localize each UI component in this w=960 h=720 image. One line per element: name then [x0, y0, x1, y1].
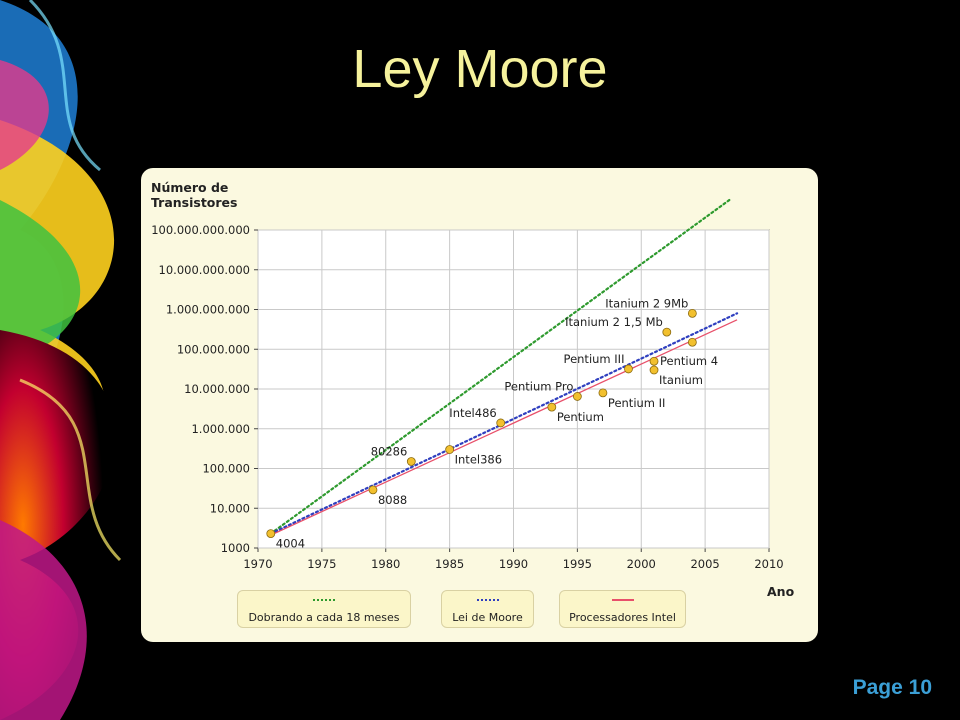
- processor-label: Pentium 4: [660, 354, 718, 368]
- legend-swatch-green: [313, 599, 335, 601]
- slide-title: Ley Moore: [352, 39, 608, 99]
- processor-point: [687, 337, 697, 347]
- processor-label: Pentium III: [564, 352, 625, 366]
- processor-label: Intel386: [455, 453, 502, 467]
- x-axis-title: Ano: [767, 584, 795, 599]
- y-tick-label: 1.000.000: [191, 422, 250, 436]
- legend-swatch-blue: [476, 599, 499, 601]
- processor-label: Intel486: [449, 406, 496, 420]
- legend-label: Dobrando a cada 18 meses: [248, 611, 400, 624]
- processor-point: [406, 457, 416, 466]
- processor-point: [687, 308, 697, 318]
- processor-point: [572, 392, 582, 401]
- y-tick-label: 1.000.000.000: [166, 303, 250, 317]
- legend-item-moore: Lei de Moore: [441, 590, 534, 628]
- processor-point: [662, 327, 672, 337]
- processor-label: 4004: [276, 537, 305, 551]
- processor-point: [598, 388, 608, 398]
- x-tick-label: 1990: [499, 557, 528, 571]
- processor-label: Pentium II: [608, 396, 666, 410]
- processor-point: [368, 485, 378, 495]
- processor-label: Itanium 2 9Mb: [605, 296, 688, 310]
- processor-point: [649, 365, 659, 375]
- processor-point: [649, 356, 659, 366]
- x-tick-label: 2005: [690, 557, 719, 571]
- x-tick-label: 2000: [627, 557, 656, 571]
- legend-label: Processadores Intel: [569, 611, 676, 624]
- y-tick-label: 100.000.000: [177, 342, 250, 356]
- y-axis-title-line2: Transistores: [151, 195, 238, 210]
- y-axis-title-line1: Número de: [151, 180, 229, 195]
- processor-label: 80286: [371, 445, 408, 459]
- legend-item-doubling: Dobrando a cada 18 meses: [237, 590, 411, 628]
- x-tick-label: 2010: [754, 557, 783, 571]
- page-number: Page 10: [852, 676, 932, 699]
- legend-label: Lei de Moore: [452, 611, 523, 624]
- trend-line-intel: [270, 319, 738, 536]
- moore-law-chart: 1970 1975 1980 1985 1990 1995 2000 2005 2010 1000…: [151, 197, 784, 571]
- x-tick-label: 1985: [435, 557, 464, 571]
- x-tick-label: 1975: [307, 557, 336, 571]
- trend-line-doubling: [269, 197, 732, 535]
- x-tick-label: 1980: [371, 557, 400, 571]
- chart-card: 1970 1975 1980 1985 1990 1995 2000 2005 2010 1000…: [141, 168, 818, 642]
- processor-label: Itanium: [659, 373, 703, 387]
- processor-point: [547, 402, 557, 412]
- processor-point: [266, 529, 276, 539]
- y-tick-label: 100.000.000.000: [151, 223, 250, 237]
- legend-swatch-red: [611, 599, 634, 601]
- processor-label: Pentium Pro: [504, 379, 573, 393]
- y-tick-label: 10.000.000: [184, 382, 250, 396]
- processor-point: [496, 418, 506, 428]
- y-tick-label: 10.000.000.000: [159, 263, 250, 277]
- processor-label: Pentium: [557, 410, 604, 424]
- x-tick-label: 1970: [243, 557, 272, 571]
- legend-item-intel: Processadores Intel: [559, 590, 686, 628]
- processor-label: 8088: [378, 493, 407, 507]
- y-tick-label: 10.000: [210, 501, 250, 515]
- processor-point: [445, 445, 455, 454]
- y-tick-label: 100.000: [202, 462, 250, 476]
- x-tick-label: 1995: [563, 557, 592, 571]
- y-tick-label: 1000: [221, 541, 250, 555]
- y-axis-title: Número de Transistores: [151, 180, 237, 210]
- processor-point: [624, 364, 633, 374]
- processor-label: Itanium 2 1,5 Mb: [565, 315, 663, 329]
